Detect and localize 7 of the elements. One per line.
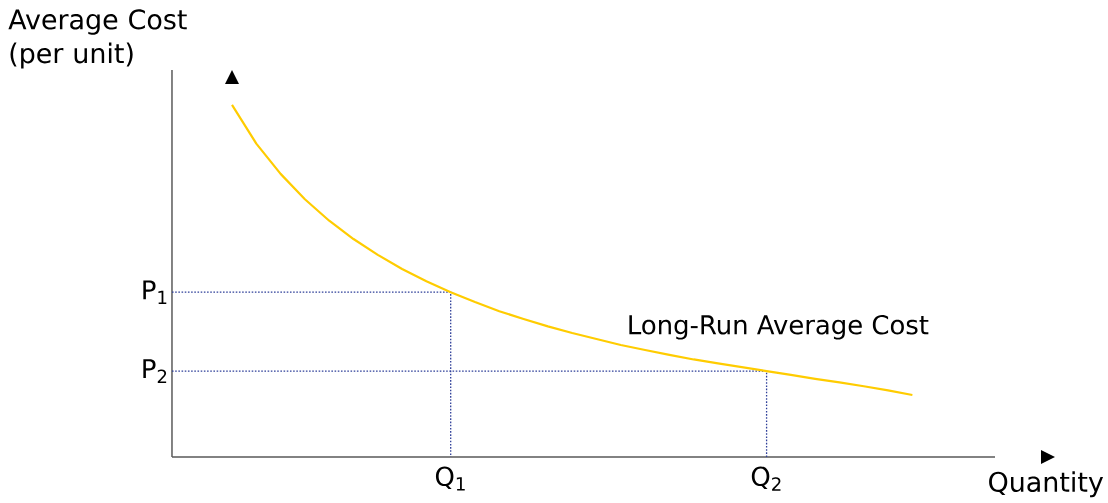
- ref-line-label: P$_{1}$: [143, 280, 167, 304]
- y-axis-title: Average Cost (per unit): [8, 9, 187, 69]
- x-tick-label: Q$_{2}$: [751, 466, 781, 491]
- x-tick-label: Q$_{1}$: [435, 466, 465, 491]
- x-axis-title: Quantity: [989, 471, 1104, 498]
- ref-line-label: P$_{2}$: [143, 359, 167, 383]
- series-label: Long-Run Average Cost: [629, 314, 929, 340]
